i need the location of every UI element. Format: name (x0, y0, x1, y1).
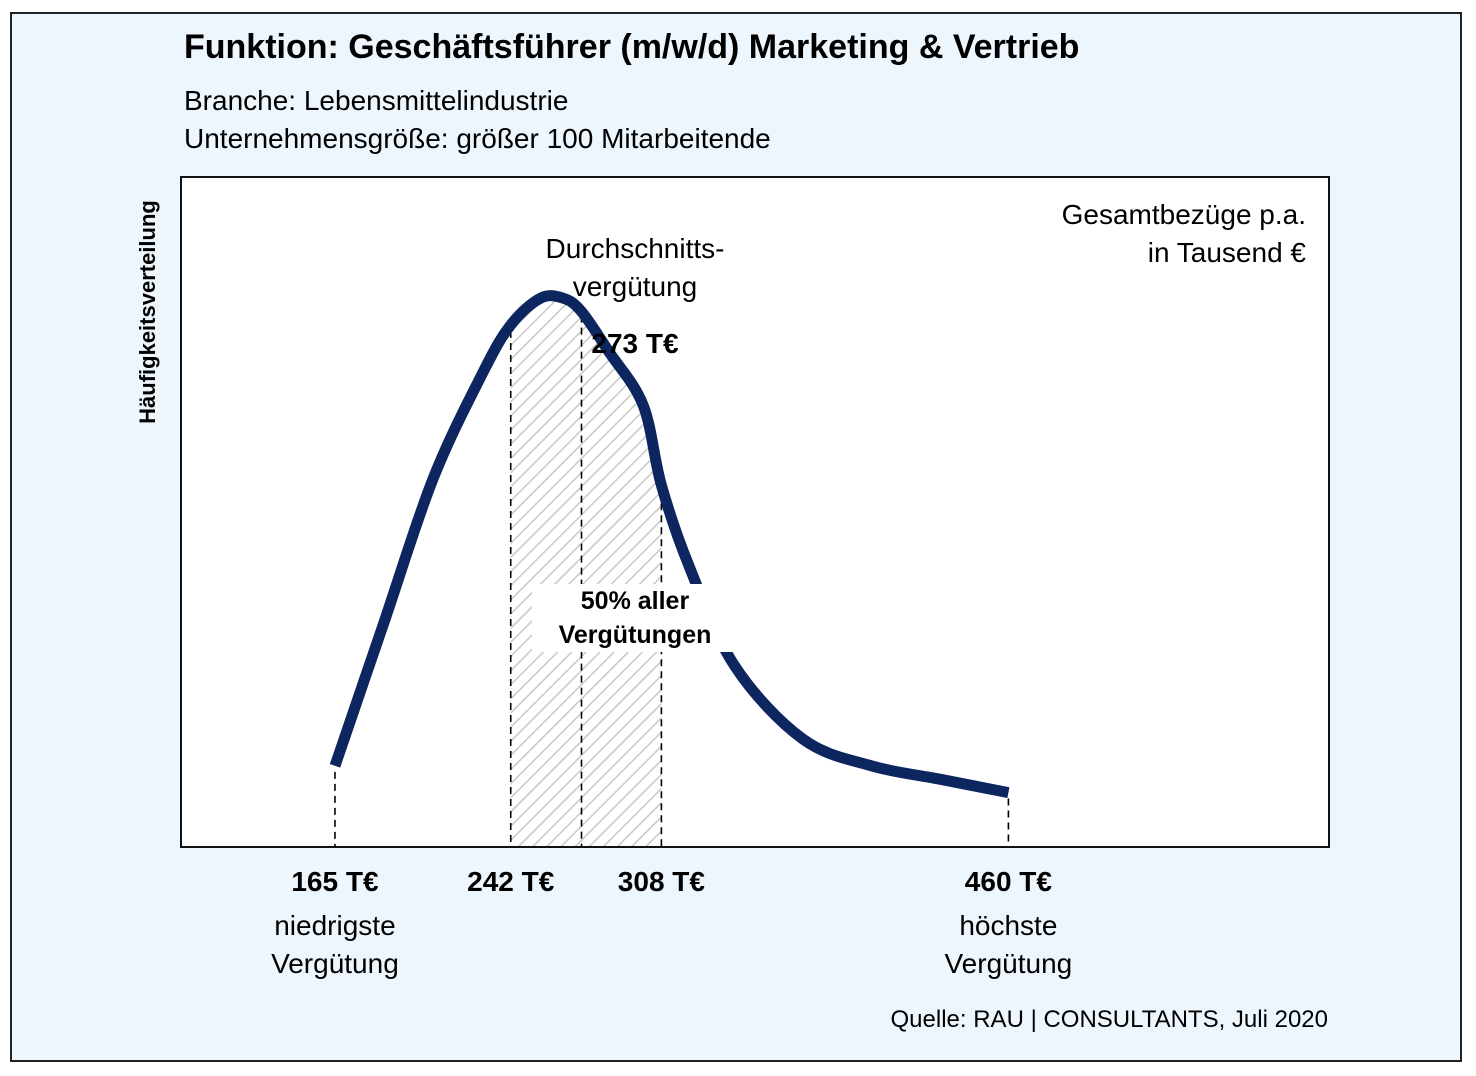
unit-label: Gesamtbezüge p.a. in Tausend € (1062, 196, 1306, 272)
mean-caption: Durchschnitts- vergütung (485, 230, 785, 306)
subtitle-company-size: Unternehmensgröße: größer 100 Mitarbeite… (184, 123, 771, 154)
plot-area: Gesamtbezüge p.a. in Tausend € Durchschn… (180, 176, 1330, 848)
iqr-label-line-2: Vergütungen (558, 621, 712, 649)
tick-caption-max-line-1: höchste (959, 910, 1058, 941)
mean-caption-line-1: Durchschnitts- (545, 233, 725, 264)
iqr-label-line-1: 50% aller (580, 587, 690, 615)
tick-caption-min: niedrigste Vergütung (225, 907, 445, 983)
tick-label-min: 165 T€ (291, 866, 379, 897)
tick-label-q1: 242 T€ (467, 866, 555, 897)
subtitle-industry: Branche: Lebensmittelindustrie (184, 85, 569, 116)
tick-caption-min-line-1: niedrigste (274, 910, 396, 941)
tick-caption-min-line-2: Vergütung (271, 948, 399, 979)
distribution-curve (329, 290, 1010, 798)
tick-caption-max-line-2: Vergütung (944, 948, 1073, 979)
unit-label-line-2: in Tausend € (1147, 237, 1306, 268)
source-note: Quelle: RAU | CONSULTANTS, Juli 2020 (890, 1006, 1328, 1033)
iqr-label: 50% aller Vergütungen (532, 584, 738, 652)
tick-caption-max: höchste Vergütung (898, 907, 1118, 983)
mean-value-label: 273 T€ (591, 328, 679, 359)
tick-label-max: 460 T€ (964, 866, 1052, 897)
shaded-iqr-area (510, 295, 662, 846)
y-axis-label: Häufigkeitsverteilung (135, 200, 160, 424)
chart-svg (329, 290, 1010, 846)
unit-label-line-1: Gesamtbezüge p.a. (1061, 199, 1306, 230)
chart-title: Funktion: Geschäftsführer (m/w/d) Market… (184, 28, 1080, 66)
tick-label-q3: 308 T€ (617, 866, 705, 897)
mean-caption-line-2: vergütung (572, 271, 698, 302)
